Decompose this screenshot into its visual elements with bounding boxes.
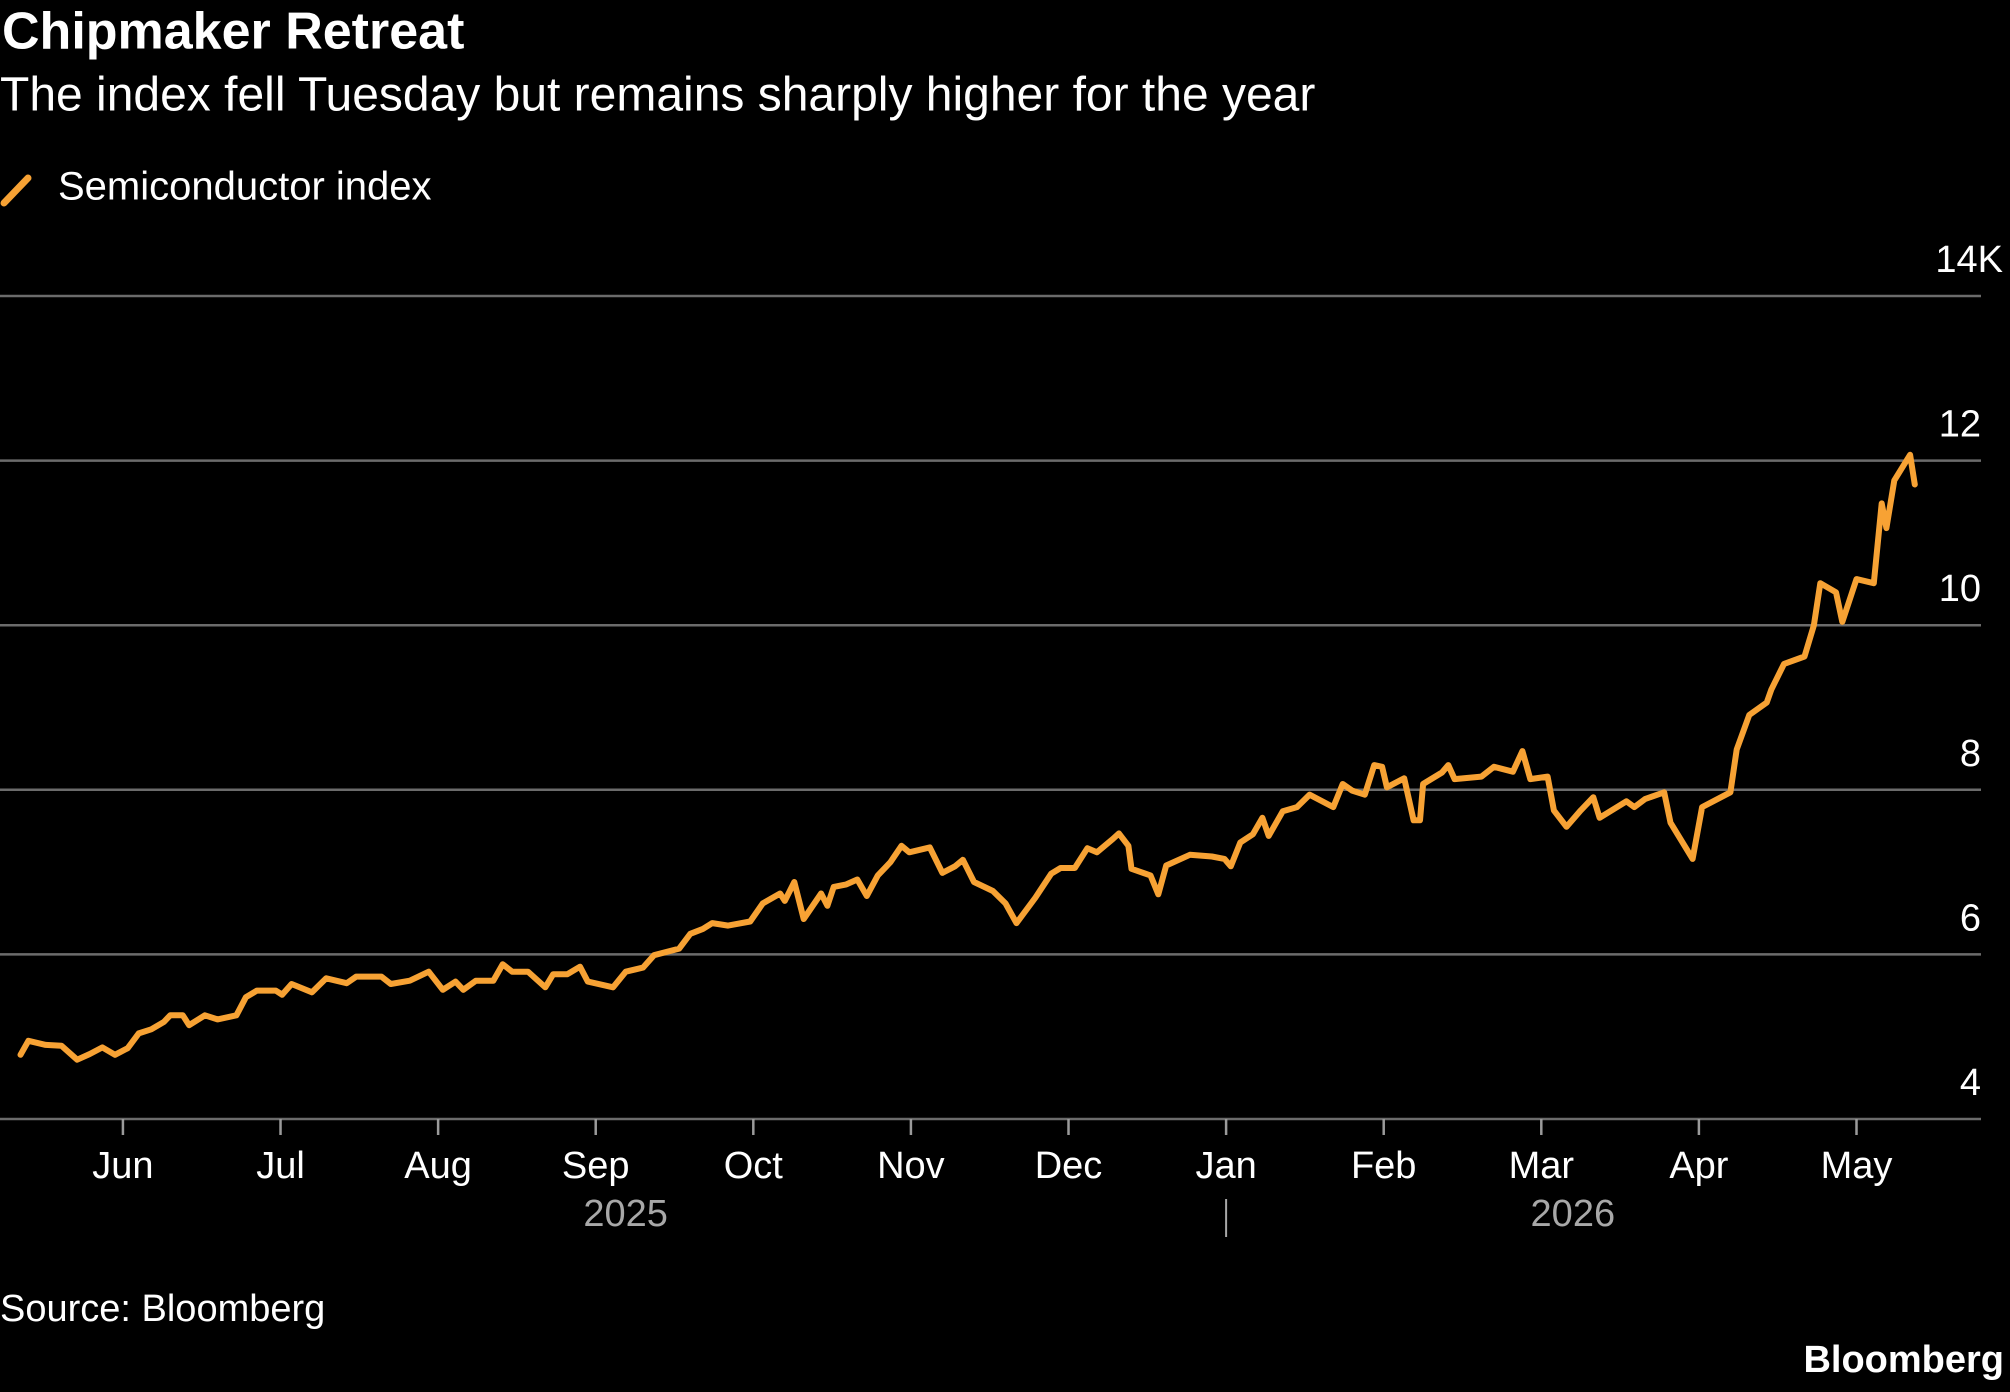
source-note: Source: Bloomberg [0, 1288, 325, 1330]
x-tick-label: Aug [404, 1145, 472, 1187]
y-tick-label: 14K [1935, 239, 2003, 281]
year-label: 2026 [1531, 1193, 1616, 1235]
x-tick-label: Jul [256, 1145, 305, 1187]
data-line [17, 451, 1918, 1063]
x-tick-label: Jun [92, 1145, 153, 1187]
x-tick-label: May [1821, 1145, 1893, 1187]
x-tick-label: Apr [1669, 1145, 1728, 1187]
y-tick-label: 6 [1960, 897, 1981, 939]
x-tick-label: Feb [1351, 1145, 1416, 1187]
brand: Bloomberg [1803, 1339, 2004, 1381]
x-tick-label: Jan [1195, 1145, 1256, 1187]
y-tick-label: 10 [1939, 568, 1981, 610]
y-tick-label: 4 [1960, 1062, 1981, 1104]
x-tick-label: Oct [724, 1145, 784, 1187]
x-tick-label: Dec [1035, 1145, 1103, 1187]
y-tick-label: 8 [1960, 733, 1981, 775]
y-tick-label: 12 [1939, 404, 1981, 446]
legend-label: Semiconductor index [58, 165, 432, 209]
x-tick-label: Mar [1509, 1145, 1575, 1187]
chart-subtitle: The index fell Tuesday but remains sharp… [0, 69, 1315, 122]
x-tick-label: Sep [562, 1145, 630, 1187]
legend-swatch [0, 174, 32, 207]
x-tick-label: Nov [877, 1145, 945, 1187]
year-label: 2025 [583, 1193, 668, 1235]
chart-title: Chipmaker Retreat [2, 3, 464, 61]
